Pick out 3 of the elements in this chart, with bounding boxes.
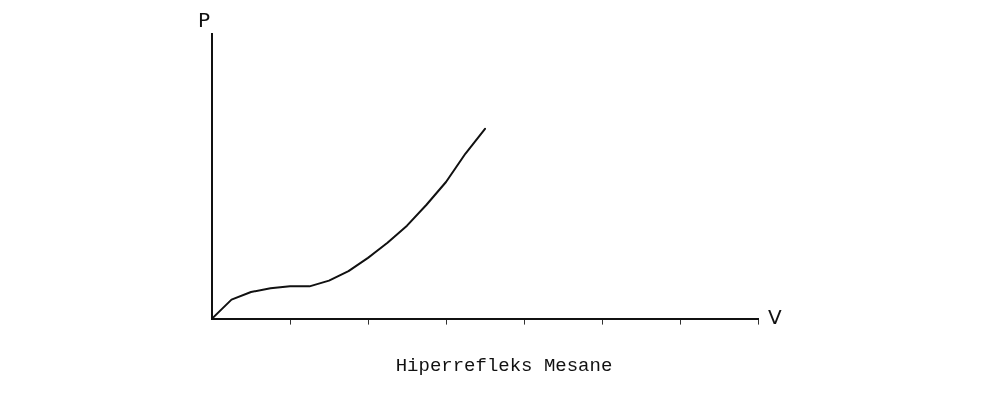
text: Hiperrefleks Mesane <box>394 355 614 377</box>
y-axis-title: P <box>197 8 211 33</box>
x-axis-title: V <box>768 304 782 329</box>
